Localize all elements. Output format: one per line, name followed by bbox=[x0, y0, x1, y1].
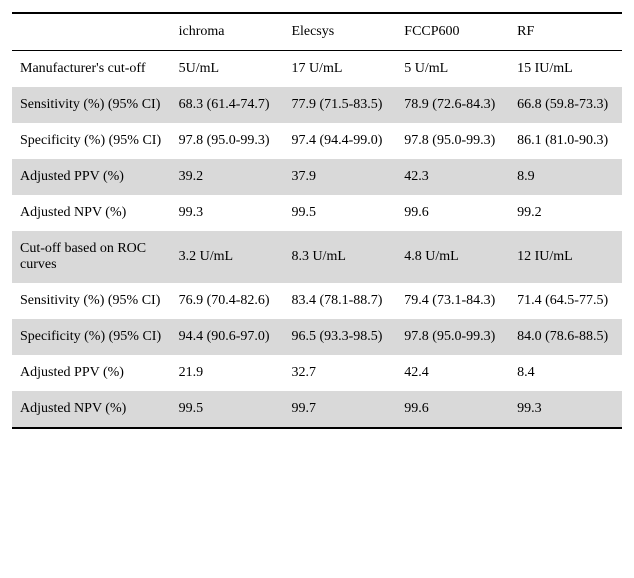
row-cell: 83.4 (78.1-88.7) bbox=[283, 283, 396, 319]
table-row: Sensitivity (%) (95% CI)68.3 (61.4-74.7)… bbox=[12, 87, 622, 123]
row-label: Adjusted PPV (%) bbox=[12, 355, 171, 391]
row-cell: 76.9 (70.4-82.6) bbox=[171, 283, 284, 319]
row-cell: 94.4 (90.6-97.0) bbox=[171, 319, 284, 355]
table-row: Manufacturer's cut-off5U/mL17 U/mL5 U/mL… bbox=[12, 51, 622, 88]
col-header-ichroma: ichroma bbox=[171, 13, 284, 51]
row-cell: 99.6 bbox=[396, 391, 509, 428]
row-cell: 99.3 bbox=[509, 391, 622, 428]
row-cell: 8.9 bbox=[509, 159, 622, 195]
table-row: Adjusted NPV (%)99.399.599.699.2 bbox=[12, 195, 622, 231]
row-cell: 99.5 bbox=[171, 391, 284, 428]
col-header-blank bbox=[12, 13, 171, 51]
table-row: Adjusted NPV (%)99.599.799.699.3 bbox=[12, 391, 622, 428]
row-label: Cut-off based on ROC curves bbox=[12, 231, 171, 283]
row-cell: 39.2 bbox=[171, 159, 284, 195]
row-cell: 12 IU/mL bbox=[509, 231, 622, 283]
row-cell: 32.7 bbox=[283, 355, 396, 391]
row-cell: 71.4 (64.5-77.5) bbox=[509, 283, 622, 319]
table-row: Cut-off based on ROC curves3.2 U/mL8.3 U… bbox=[12, 231, 622, 283]
row-cell: 84.0 (78.6-88.5) bbox=[509, 319, 622, 355]
row-label: Sensitivity (%) (95% CI) bbox=[12, 283, 171, 319]
row-cell: 66.8 (59.8-73.3) bbox=[509, 87, 622, 123]
row-cell: 99.2 bbox=[509, 195, 622, 231]
row-cell: 99.3 bbox=[171, 195, 284, 231]
row-label: Adjusted PPV (%) bbox=[12, 159, 171, 195]
row-cell: 42.4 bbox=[396, 355, 509, 391]
row-cell: 37.9 bbox=[283, 159, 396, 195]
row-label: Manufacturer's cut-off bbox=[12, 51, 171, 88]
row-cell: 96.5 (93.3-98.5) bbox=[283, 319, 396, 355]
row-cell: 97.8 (95.0-99.3) bbox=[171, 123, 284, 159]
col-header-rf: RF bbox=[509, 13, 622, 51]
row-cell: 17 U/mL bbox=[283, 51, 396, 88]
row-label: Adjusted NPV (%) bbox=[12, 391, 171, 428]
table-row: Specificity (%) (95% CI)97.8 (95.0-99.3)… bbox=[12, 123, 622, 159]
row-cell: 97.4 (94.4-99.0) bbox=[283, 123, 396, 159]
row-cell: 99.7 bbox=[283, 391, 396, 428]
table-row: Sensitivity (%) (95% CI)76.9 (70.4-82.6)… bbox=[12, 283, 622, 319]
row-cell: 77.9 (71.5-83.5) bbox=[283, 87, 396, 123]
row-label: Specificity (%) (95% CI) bbox=[12, 319, 171, 355]
row-cell: 42.3 bbox=[396, 159, 509, 195]
row-cell: 68.3 (61.4-74.7) bbox=[171, 87, 284, 123]
row-cell: 21.9 bbox=[171, 355, 284, 391]
row-cell: 99.6 bbox=[396, 195, 509, 231]
table-body: Manufacturer's cut-off5U/mL17 U/mL5 U/mL… bbox=[12, 51, 622, 429]
table-row: Specificity (%) (95% CI)94.4 (90.6-97.0)… bbox=[12, 319, 622, 355]
row-cell: 4.8 U/mL bbox=[396, 231, 509, 283]
col-header-fccp600: FCCP600 bbox=[396, 13, 509, 51]
row-cell: 5 U/mL bbox=[396, 51, 509, 88]
table-row: Adjusted PPV (%)21.932.742.48.4 bbox=[12, 355, 622, 391]
row-cell: 8.3 U/mL bbox=[283, 231, 396, 283]
row-cell: 5U/mL bbox=[171, 51, 284, 88]
row-cell: 97.8 (95.0-99.3) bbox=[396, 319, 509, 355]
col-header-elecsys: Elecsys bbox=[283, 13, 396, 51]
table-header-row: ichroma Elecsys FCCP600 RF bbox=[12, 13, 622, 51]
row-cell: 3.2 U/mL bbox=[171, 231, 284, 283]
row-cell: 86.1 (81.0-90.3) bbox=[509, 123, 622, 159]
table-row: Adjusted PPV (%)39.237.942.38.9 bbox=[12, 159, 622, 195]
row-cell: 79.4 (73.1-84.3) bbox=[396, 283, 509, 319]
row-label: Adjusted NPV (%) bbox=[12, 195, 171, 231]
comparison-table: ichroma Elecsys FCCP600 RF Manufacturer'… bbox=[12, 12, 622, 429]
row-cell: 8.4 bbox=[509, 355, 622, 391]
row-cell: 99.5 bbox=[283, 195, 396, 231]
row-cell: 97.8 (95.0-99.3) bbox=[396, 123, 509, 159]
row-cell: 15 IU/mL bbox=[509, 51, 622, 88]
row-label: Specificity (%) (95% CI) bbox=[12, 123, 171, 159]
row-label: Sensitivity (%) (95% CI) bbox=[12, 87, 171, 123]
row-cell: 78.9 (72.6-84.3) bbox=[396, 87, 509, 123]
